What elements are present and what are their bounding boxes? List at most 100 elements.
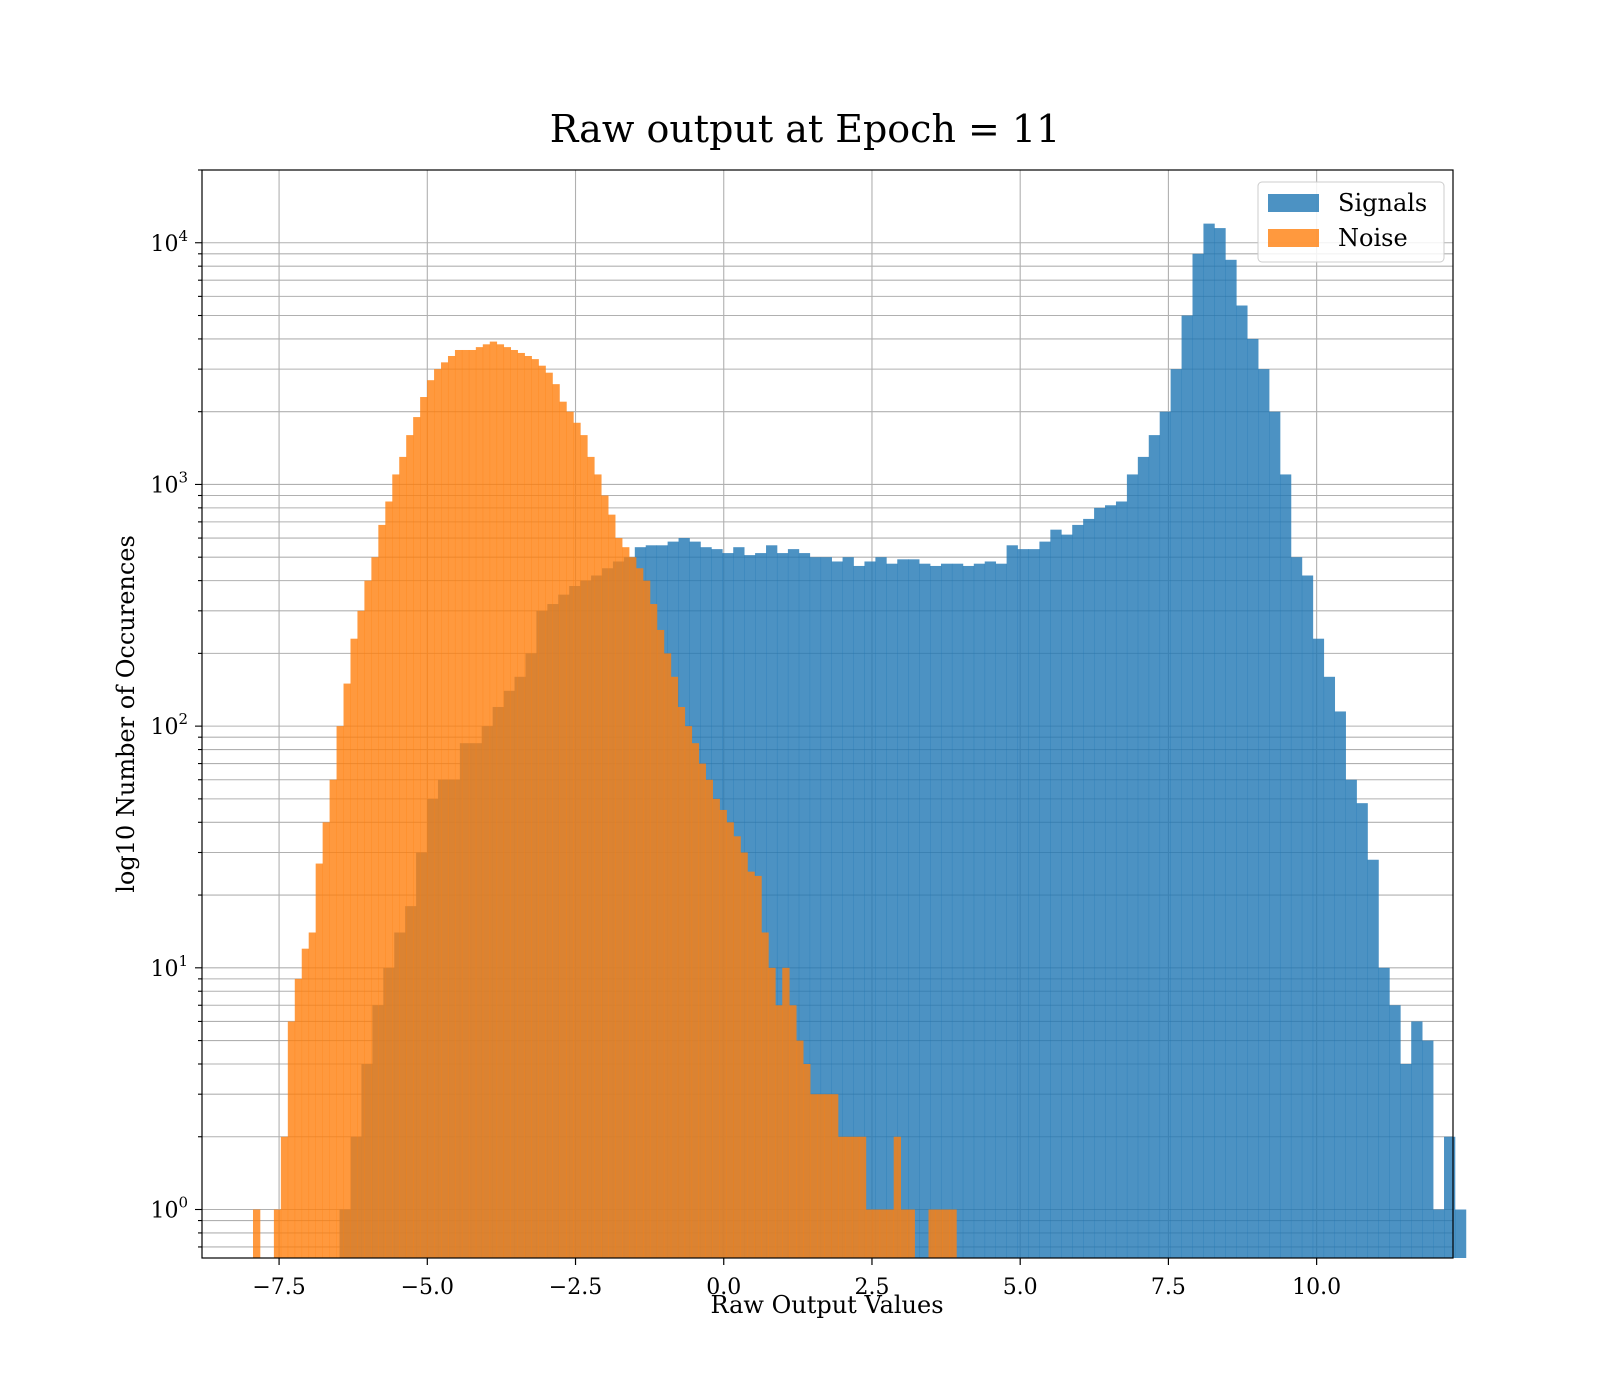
histogram-bar [754, 875, 762, 1258]
histogram-bar [928, 1209, 936, 1258]
histogram-bar [789, 1005, 797, 1258]
x-tick-label: 2.5 [854, 1275, 889, 1300]
histogram-bar [879, 1209, 888, 1258]
histogram-bar [782, 967, 790, 1258]
histogram-bar [942, 1209, 950, 1258]
series-noise [252, 341, 957, 1259]
histogram-bar [649, 604, 658, 1258]
histogram-bar [1378, 967, 1390, 1258]
x-axis-ticks: −7.5 −5.0 −2.5 0.0 2.5 5.0 7.5 10.0 [252, 1258, 1341, 1300]
histogram-bar [951, 563, 964, 1258]
histogram-bar [559, 401, 567, 1258]
histogram-bar [308, 932, 317, 1258]
histogram-bar [844, 1136, 853, 1258]
histogram-bar [1083, 518, 1095, 1258]
histogram-bar [343, 683, 351, 1258]
histogram-bar [1444, 1136, 1456, 1258]
histogram-bar [1301, 575, 1314, 1258]
histogram-bar [853, 565, 865, 1258]
histogram-bar [949, 1209, 957, 1258]
histogram-bar [552, 384, 560, 1258]
histogram-bar [1072, 524, 1084, 1258]
histogram-bar [886, 1209, 895, 1258]
histogram-bar [580, 435, 588, 1258]
histogram-bar [677, 706, 686, 1258]
histogram-bar [629, 557, 637, 1258]
histogram-bar [1312, 638, 1325, 1258]
histogram-bar [1170, 369, 1182, 1258]
x-tick-label: −7.5 [252, 1275, 305, 1300]
x-tick-label: 0.0 [706, 1275, 741, 1300]
x-tick-label: 7.5 [1151, 1275, 1186, 1300]
histogram-bar [287, 1021, 296, 1258]
histogram-bar [872, 1209, 881, 1258]
histogram-bar [1400, 1063, 1412, 1258]
histogram-bar [919, 563, 931, 1258]
histogram-bar [930, 565, 942, 1258]
histogram-bar [1192, 253, 1204, 1258]
histogram-bar [842, 557, 854, 1258]
legend-label-noise: Noise [1338, 224, 1408, 252]
histogram-bar [636, 568, 644, 1258]
histogram-bar [908, 559, 920, 1258]
histogram-bar [1094, 507, 1106, 1258]
histogram-bar [531, 359, 539, 1258]
histogram-bar [875, 557, 887, 1258]
histogram-bar [1105, 505, 1117, 1258]
histogram-bar [1006, 545, 1018, 1258]
histogram-bar [301, 948, 310, 1258]
histogram-bar [1061, 534, 1073, 1258]
histogram-bar [601, 495, 609, 1258]
histogram-bar [796, 1040, 804, 1258]
histogram-bar [733, 836, 741, 1258]
histogram-bar [740, 852, 748, 1258]
legend-swatch-noise [1268, 229, 1319, 247]
histogram-bar [1258, 369, 1270, 1258]
histogram-bar [482, 344, 491, 1258]
histogram-bar [329, 779, 337, 1258]
histogram-bar [787, 549, 800, 1258]
histogram-bar [1028, 549, 1040, 1258]
histogram-bar [810, 1094, 818, 1258]
legend-swatch-signals [1268, 194, 1319, 212]
histogram-bar [935, 1209, 943, 1258]
histogram-bar [1389, 1005, 1401, 1258]
histogram-bar [698, 763, 706, 1258]
histogram-bar [897, 559, 909, 1258]
histogram-bar [1214, 228, 1226, 1259]
histogram-bar [280, 1136, 289, 1258]
histogram-bar [1203, 223, 1215, 1258]
histogram-bar [865, 1209, 874, 1258]
histogram-bar [642, 580, 651, 1258]
histogram-bar [1454, 1209, 1467, 1258]
histogram-bar [995, 563, 1007, 1258]
y-axis-label: log10 Number of Occurences [112, 535, 140, 893]
y-tick-label: 103 [150, 468, 188, 498]
histogram-bar [441, 362, 449, 1259]
histogram-bar [434, 369, 442, 1258]
histogram-bar [273, 1209, 282, 1258]
histogram-bar [447, 355, 456, 1258]
x-tick-label: 5.0 [1003, 1275, 1038, 1300]
histogram-bar [496, 344, 505, 1258]
x-tick-label: 10.0 [1292, 1275, 1341, 1300]
histogram-bar [691, 743, 700, 1258]
histogram-bar [663, 653, 672, 1258]
histogram-bar [1247, 338, 1259, 1258]
histogram-bar [1225, 259, 1237, 1258]
histogram-bar [538, 365, 546, 1258]
histogram-bar [798, 553, 811, 1258]
histogram-bar [820, 557, 832, 1258]
histogram-bar [656, 629, 665, 1258]
histogram-bar [524, 355, 532, 1258]
histogram-bar [886, 563, 898, 1258]
histogram-bar [1017, 549, 1029, 1258]
legend-label-signals: Signals [1338, 189, 1427, 217]
histogram-bar [1323, 676, 1336, 1258]
histogram-bar [608, 514, 616, 1258]
histogram-bar [1279, 474, 1292, 1258]
histogram-bar [684, 726, 693, 1258]
histogram-bar [406, 435, 414, 1258]
histogram-bar [468, 349, 477, 1258]
histogram-bar [357, 610, 365, 1258]
